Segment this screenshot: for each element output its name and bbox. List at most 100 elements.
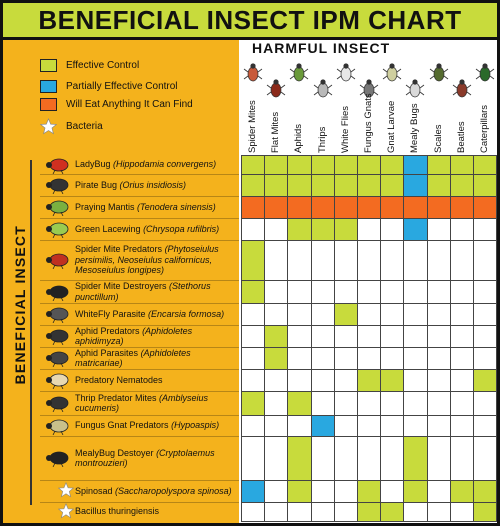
grid-cell (264, 280, 289, 304)
row-common-name: Fungus Gnat Predators (75, 420, 169, 431)
grid-cell (380, 502, 405, 522)
row-common-name: Spider Mite Predators (75, 244, 163, 255)
row-scientific-name: (Saccharopolyspora spinosa) (115, 485, 232, 496)
grid-cell (333, 218, 358, 241)
grid-cell (449, 502, 474, 522)
grid-cell (426, 303, 451, 326)
grid-cell (287, 391, 312, 416)
row-common-name: LadyBug (75, 159, 111, 170)
grid-cell (264, 325, 289, 348)
grid-cell (403, 303, 428, 326)
row-scientific-name: (Encarsia formosa) (148, 308, 225, 319)
grid-cell (357, 218, 382, 241)
beneficial-insect-icon (45, 394, 71, 417)
row-scientific-name: (Stethorus punctillum) (75, 281, 211, 302)
grid-cell (357, 155, 382, 175)
grid-cell (287, 280, 312, 304)
grid-cell (473, 240, 498, 281)
harmful-insect-icon (382, 62, 402, 89)
harmful-insect-icon (289, 62, 309, 89)
grid-cell (357, 196, 382, 219)
grid-cell (241, 347, 266, 370)
grid-cell (357, 240, 382, 281)
grid-cell (264, 436, 289, 481)
column-label: Scales (432, 124, 444, 153)
row-scientific-name: (Amblyseius cucumeris) (75, 392, 209, 414)
grid-cell (310, 303, 335, 326)
grid-cell (380, 174, 405, 197)
column-label: Gnat Larvae (386, 100, 398, 153)
row-common-name: Pirate Bug (75, 179, 118, 190)
grid-cell (310, 325, 335, 348)
grid-cell (403, 155, 428, 175)
bacteria-star-icon (40, 118, 57, 135)
grid-cell (473, 303, 498, 326)
grid-cell (287, 303, 312, 326)
grid-cell (333, 325, 358, 348)
grid-cell (310, 196, 335, 219)
grid-cell (403, 347, 428, 370)
row-label: Pirate Bug (Orius insidiosis) (75, 174, 237, 196)
row-common-name: Thrip Predator Mites (75, 392, 157, 403)
grid-cell (473, 347, 498, 370)
row-separator (40, 347, 239, 348)
row-separator (40, 391, 239, 392)
grid-cell (426, 415, 451, 437)
grid-cell (333, 480, 358, 503)
grid-cell (287, 415, 312, 437)
grid-cell (310, 347, 335, 370)
row-common-name: Praying Mantis (75, 201, 135, 212)
grid-cell (426, 196, 451, 219)
legend-label: Effective Control (66, 60, 140, 71)
grid-cell (449, 369, 474, 392)
legend-item: Effective Control (40, 59, 139, 72)
grid-cell (449, 480, 474, 503)
row-separator (40, 325, 239, 326)
row-separator (40, 303, 239, 304)
row-label: LadyBug (Hippodamia convergens) (75, 155, 237, 174)
row-common-name: Spinosad (75, 485, 113, 496)
grid-cell (287, 369, 312, 392)
grid-cell (380, 155, 405, 175)
grid-cell (449, 174, 474, 197)
grid-cell (287, 196, 312, 219)
grid-cell (426, 155, 451, 175)
harmful-insect-icon (243, 62, 263, 89)
grid-cell (449, 415, 474, 437)
row-label: Bacillus thuringiensis (75, 502, 237, 521)
grid-cell (380, 196, 405, 219)
grid-cell (426, 280, 451, 304)
row-separator (40, 415, 239, 416)
row-label: Predatory Nematodes (75, 369, 237, 391)
legend-swatch (40, 98, 57, 111)
grid-cell (241, 303, 266, 326)
column-label: Beatles (455, 121, 467, 153)
grid-cell (473, 391, 498, 416)
row-separator (40, 369, 239, 370)
grid-cell (310, 436, 335, 481)
grid-cell (287, 155, 312, 175)
row-label: Aphid Predators (Aphidoletes aphidimyza) (75, 325, 237, 347)
harmful-insect-icon (429, 62, 449, 89)
grid-cell (403, 391, 428, 416)
grid-cell (403, 415, 428, 437)
row-label: Fungus Gnat Predators (Hypoaspis) (75, 415, 237, 436)
grid-cell (287, 218, 312, 241)
grid-cell (449, 303, 474, 326)
grid-cell (357, 369, 382, 392)
grid-cell (357, 303, 382, 326)
grid-cell (333, 436, 358, 481)
grid-cell (473, 174, 498, 197)
bacteria-star-icon (57, 502, 75, 524)
beneficial-insect-icon (45, 176, 71, 199)
grid-cell (333, 369, 358, 392)
grid-cell (310, 391, 335, 416)
row-label: Praying Mantis (Tenodera sinensis) (75, 196, 237, 218)
grid-cell (357, 480, 382, 503)
grid-cell (403, 436, 428, 481)
legend-item: Bacteria (40, 118, 103, 135)
grid-cell (241, 155, 266, 175)
beneficial-insect-heading: BENEFICIAL INSECT (4, 205, 36, 405)
grid-cell (357, 280, 382, 304)
harmful-insect-icon (266, 78, 286, 105)
